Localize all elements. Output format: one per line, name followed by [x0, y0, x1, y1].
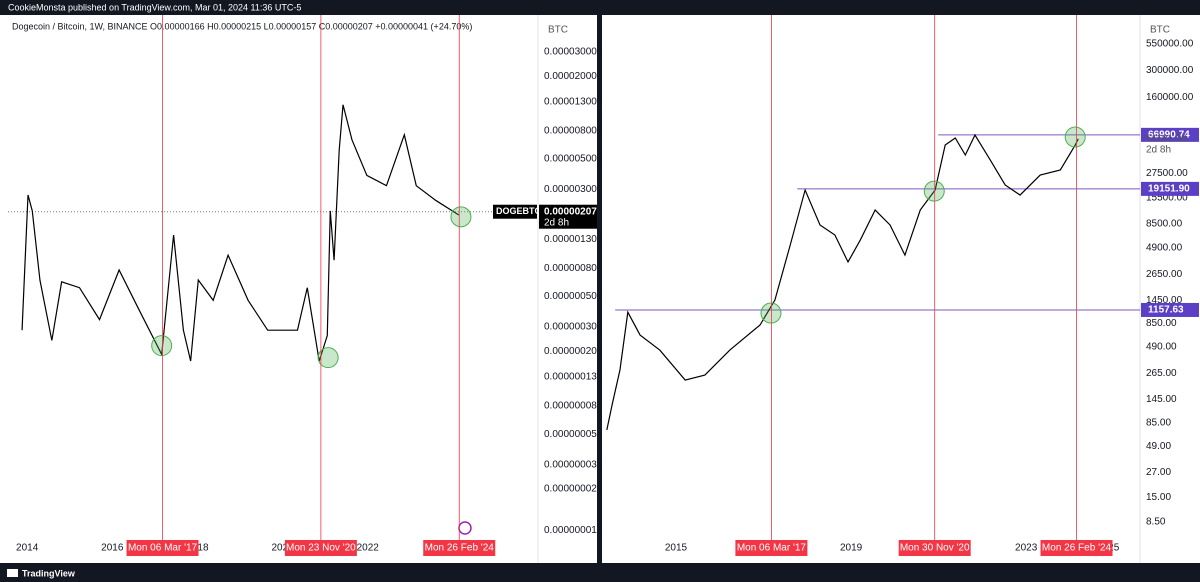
highlight-circle: [1064, 126, 1086, 148]
highlight-circle: [923, 180, 945, 202]
x-tick-label: 2023: [1015, 543, 1038, 554]
y-tick-label: 15.00: [1146, 492, 1171, 503]
y-tick-label: 0.00000003: [544, 459, 597, 470]
x-tick-label: 2015: [665, 543, 688, 554]
marker-label: Mon 06 Mar '17: [737, 543, 807, 554]
y-tick-label: 0.00000080: [544, 263, 597, 274]
x-tick-label: 25: [1108, 543, 1120, 554]
x-tick-label: 2022: [357, 543, 380, 554]
axis-label: BTC: [1150, 25, 1170, 36]
highlight-circle: [760, 302, 782, 324]
y-tick-label: 8500.00: [1146, 219, 1183, 230]
marker-label-box: [423, 540, 496, 556]
marker-label-box: [1040, 540, 1113, 556]
level-box: [1141, 181, 1199, 196]
highlight-circle: [151, 335, 173, 357]
marker-label: Mon 26 Feb '24: [1042, 543, 1112, 554]
header-text: CookieMonsta published on TradingView.co…: [8, 2, 301, 12]
y-tick-label: 490.00: [1146, 342, 1177, 353]
x-tick-label: 2014: [16, 543, 39, 554]
y-tick-label: 2650.00: [1146, 269, 1183, 280]
marker-label: Mon 06 Mar '17: [128, 543, 198, 554]
y-tick-label: 0.00000800: [544, 126, 597, 137]
price-line-series: [606, 133, 1079, 431]
y-tick-label: 0.00000008: [544, 401, 597, 412]
price-countdown: 2d 8h: [544, 217, 569, 228]
y-tick-label: 8.50: [1146, 517, 1166, 528]
y-tick-label: 0.00000013: [544, 372, 597, 383]
level-label: 66990.74: [1148, 129, 1190, 140]
highlight-circle: [450, 206, 472, 228]
y-tick-label: 0.00000500: [544, 154, 597, 165]
y-tick-label: 850.00: [1146, 318, 1177, 329]
y-tick-label: 0.00000130: [544, 234, 597, 245]
marker-label-box: [284, 540, 357, 556]
y-tick-label: 0.00000030: [544, 322, 597, 333]
y-tick-label: 27500.00: [1146, 168, 1188, 179]
y-tick-label: 0.00000001: [544, 525, 597, 536]
y-tick-label: 27.00: [1146, 467, 1171, 478]
x-tick-label: 2020: [271, 543, 294, 554]
price-name-box: [493, 204, 537, 219]
y-tick-label: 0.00000020: [544, 346, 597, 357]
y-tick-label: 300000.00: [1146, 65, 1194, 76]
left-panel: [0, 15, 597, 563]
chart-title: Dogecoin / Bitcoin, 1W, BINANCE O0.00000…: [12, 21, 472, 31]
marker-label-box: [898, 540, 971, 556]
x-tick-label: 2019: [840, 543, 863, 554]
x-tick-label: 2016: [101, 543, 124, 554]
price-label: 0.00000207: [544, 206, 597, 217]
y-tick-label: 0.00000002: [544, 484, 597, 495]
level-label: 19151.90: [1148, 184, 1190, 195]
y-tick-label: 85.00: [1146, 417, 1171, 428]
brand-logo: [7, 569, 18, 577]
y-tick-label: 0.00003000: [544, 47, 597, 58]
marker-label-box: [126, 540, 199, 556]
level-box: [1141, 302, 1199, 317]
price-label: 61181.90: [1146, 133, 1187, 144]
brand-name: TradingView: [22, 568, 76, 578]
y-tick-label: 0.00000050: [544, 291, 597, 302]
price-line-series: [21, 104, 460, 362]
y-tick-label: 1450.00: [1146, 295, 1183, 306]
y-tick-label: 145.00: [1146, 394, 1177, 405]
y-tick-label: 160000.00: [1146, 92, 1194, 103]
y-tick-label: 550000.00: [1146, 39, 1194, 50]
level-label: 1157.63: [1148, 305, 1184, 316]
price-name: DOGEBTC: [496, 206, 542, 216]
y-tick-label: 0.00000005: [544, 429, 597, 440]
marker-label: Mon 26 Feb '24: [425, 543, 495, 554]
marker-label-box: [735, 540, 808, 556]
price-countdown: 2d 8h: [1146, 144, 1171, 155]
marker-label: Mon 23 Nov '20: [286, 543, 356, 554]
price-box: [539, 204, 597, 229]
y-tick-label: 265.00: [1146, 368, 1177, 379]
y-tick-label: 0.00002000: [544, 71, 597, 82]
y-tick-label: 0.00001300: [544, 97, 597, 108]
level-box: [1141, 127, 1199, 142]
y-tick-label: 49.00: [1146, 441, 1171, 452]
y-tick-label: 4900.00: [1146, 242, 1183, 253]
axis-label: BTC: [548, 25, 568, 36]
highlight-circle: [317, 347, 339, 369]
y-tick-label: 0.00000300: [544, 184, 597, 195]
marker-label: Mon 30 Nov '20: [900, 543, 970, 554]
right-panel: [602, 15, 1200, 563]
y-tick-label: 15500.00: [1146, 193, 1188, 204]
